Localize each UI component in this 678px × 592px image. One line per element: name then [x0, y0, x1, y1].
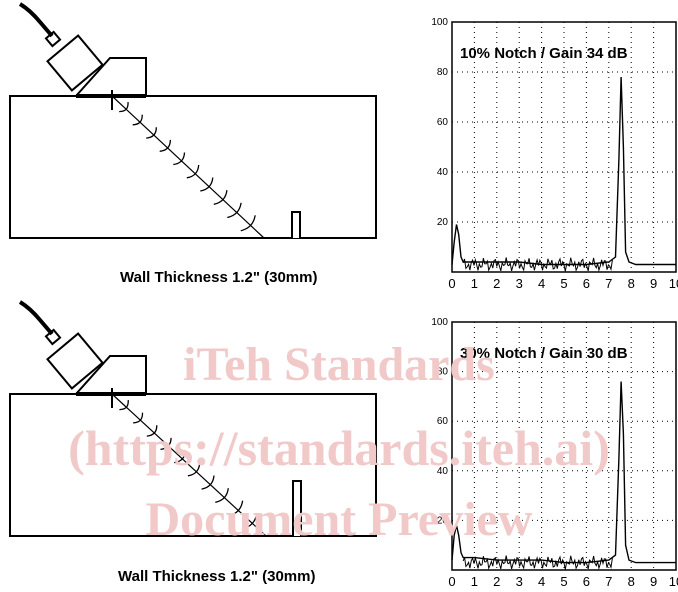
- wavefront-arc: [160, 437, 172, 451]
- x-tick-label: 4: [538, 276, 545, 291]
- wavefront-arc: [159, 139, 172, 152]
- x-tick-label: 9: [650, 276, 657, 291]
- y-tick-label: 20: [437, 217, 449, 228]
- wavefront-arc: [227, 202, 242, 219]
- watermark-line3: Document Preview: [146, 493, 533, 546]
- wavefront-arc: [119, 400, 129, 411]
- y-tick-label: 40: [437, 466, 449, 477]
- wavefront-arc: [201, 475, 215, 490]
- wavefront-arc: [187, 462, 201, 477]
- noise-trace: [462, 257, 613, 273]
- x-tick-label: 5: [560, 574, 567, 589]
- caption-bottom: Wall Thickness 1.2" (30mm): [118, 568, 315, 585]
- wavefront-arc: [146, 425, 158, 437]
- x-tick-label: 2: [493, 276, 500, 291]
- wavefront-arc: [173, 152, 186, 166]
- x-tick-label: 3: [516, 276, 523, 291]
- x-tick-label: 5: [560, 276, 567, 291]
- x-tick-label: 8: [628, 276, 635, 291]
- y-tick-label: 40: [437, 167, 449, 178]
- wall-section: [9, 393, 377, 537]
- x-tick-label: 9: [650, 574, 657, 589]
- notch: [291, 211, 301, 238]
- sound-beam: [111, 95, 265, 239]
- sound-beam: [111, 393, 267, 537]
- wavefront-arc: [146, 127, 157, 139]
- x-tick-label: 6: [583, 276, 590, 291]
- wavefront-arc: [242, 513, 258, 530]
- noise-trace: [462, 555, 613, 571]
- wavefront-arc: [200, 177, 214, 192]
- x-tick-label: 7: [605, 574, 612, 589]
- x-tick-label: 10: [669, 574, 678, 589]
- x-tick-label: 10: [669, 276, 678, 291]
- watermark-line2: (https://standards.iteh.ai): [68, 420, 610, 476]
- a-scan-chart-bottom: 20 40 60 80 100 0 12 345 67 89 10 30% Notch / Gain …: [431, 317, 678, 589]
- wavefront-arc: [186, 164, 200, 179]
- a-scan-chart-top: 20 40 60 80 100 0 12 345 67 89 10 10% Notch / Gain …: [431, 17, 678, 291]
- wavefront-arc: [119, 102, 129, 113]
- watermark: iTeh Standards (https://standards.iteh.a…: [68, 338, 610, 546]
- chart-title: 30% Notch / Gain 30 dB: [460, 345, 628, 362]
- x-tick-label: 1: [471, 574, 478, 589]
- x-tick-label: 3: [516, 574, 523, 589]
- transducer: [46, 34, 104, 92]
- notch: [292, 480, 302, 536]
- plot-frame: [451, 321, 677, 571]
- y-tick-label: 100: [431, 317, 448, 328]
- wavefront-arc: [174, 450, 187, 464]
- x-tick-label: 2: [493, 574, 500, 589]
- wavefronts: [119, 102, 256, 232]
- y-tick-label: 20: [437, 515, 449, 526]
- wavefront-arc: [215, 488, 229, 503]
- x-tick-label: 0: [448, 276, 455, 291]
- wavefront-arc: [133, 412, 144, 424]
- x-tick-label: 0: [448, 574, 455, 589]
- y-tick-label: 80: [437, 367, 449, 378]
- wavefront-arc: [240, 215, 256, 232]
- x-tick-label: 4: [538, 574, 545, 589]
- wavefront-arc: [213, 190, 228, 205]
- transducer: [46, 332, 104, 390]
- y-tick-label: 100: [431, 17, 448, 28]
- x-tick-label: 6: [583, 574, 590, 589]
- wavefront-arc: [132, 114, 143, 126]
- x-tick-label: 1: [471, 276, 478, 291]
- transducer-cable: [18, 300, 54, 336]
- caption-top: Wall Thickness 1.2" (30mm): [120, 269, 317, 286]
- y-tick-label: 80: [437, 67, 449, 78]
- wavefront-arc: [228, 500, 244, 517]
- watermark-line1: iTeh Standards: [183, 338, 495, 391]
- y-tick-label: 60: [437, 117, 449, 128]
- x-tick-label: 8: [628, 574, 635, 589]
- x-tick-label: 7: [605, 276, 612, 291]
- wall-section: [9, 95, 377, 239]
- wall-diagram-top: [9, 2, 377, 239]
- y-tick-label: 60: [437, 416, 449, 427]
- chart-title: 10% Notch / Gain 34 dB: [460, 45, 628, 62]
- wall-diagram-bottom: [9, 300, 377, 537]
- wavefronts: [119, 400, 258, 530]
- transducer-cable: [18, 2, 54, 38]
